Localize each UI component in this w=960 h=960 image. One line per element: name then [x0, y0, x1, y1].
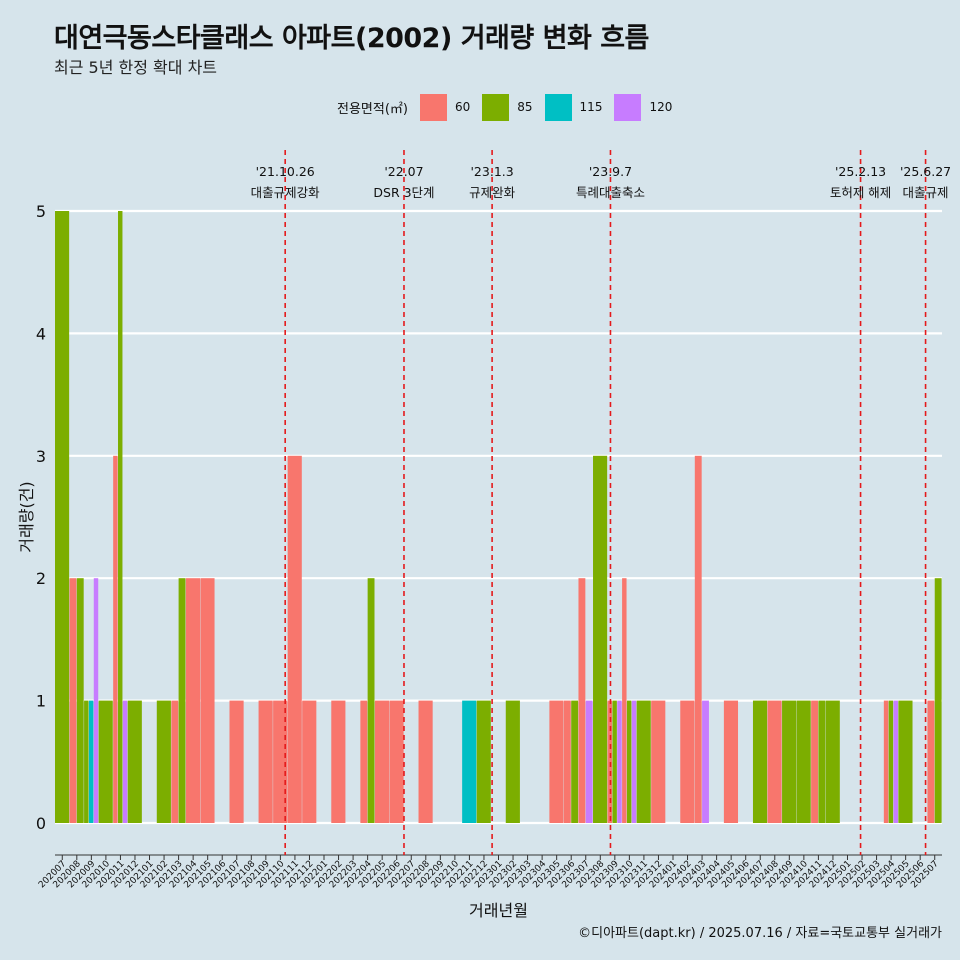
bar-202009-115 [88, 700, 94, 823]
event-date-label: '23.9.7 [589, 164, 632, 179]
chart-subtitle: 최근 5년 한정 확대 차트 [54, 58, 218, 77]
bar-202504-60 [883, 700, 889, 823]
event-name-label: 규제완화 [469, 185, 516, 200]
bar-202011-120 [122, 700, 128, 823]
bar-202402-60 [680, 700, 695, 823]
bar-202212-85 [476, 700, 491, 823]
bar-202409-85 [782, 700, 797, 823]
bar-202306-85 [571, 700, 579, 823]
bar-202107-60 [229, 700, 244, 823]
bar-202204-60 [360, 700, 368, 823]
legend-item-60: 60 [419, 93, 471, 121]
bar-202403-120 [702, 700, 709, 823]
legend-swatch-60 [419, 93, 447, 121]
legend-title: 전용면적(㎡) [337, 101, 408, 117]
bar-202307-60 [578, 578, 586, 823]
bar-202112-60 [302, 700, 317, 823]
bar-202309-120 [617, 700, 622, 823]
bar-202103-85 [178, 578, 186, 823]
x-axis-title: 거래년월 [469, 901, 528, 920]
event-name-label: 대출규제 [903, 185, 949, 200]
bar-202309-85 [612, 700, 617, 823]
event-name-label: 토허제 해제 [830, 185, 891, 200]
legend-item-120: 120 [614, 93, 673, 121]
bar-202307-120 [585, 700, 593, 823]
bar-202011-85 [118, 211, 123, 823]
y-axis-title: 거래량(건) [17, 481, 36, 552]
legend-swatch-85 [482, 93, 510, 121]
legend-label-85: 85 [517, 100, 533, 114]
bar-202507-85 [934, 578, 942, 823]
y-tick-label: 2 [36, 569, 46, 588]
bar-202305-60 [549, 700, 564, 823]
legend-swatch-115 [544, 93, 572, 121]
event-name-label: DSR 3단계 [373, 185, 434, 200]
bar-202007-85 [55, 211, 70, 823]
bar-202008-60 [69, 578, 77, 823]
legend: 전용면적(㎡) 60 85 115 120 [337, 93, 684, 121]
bar-202110-60 [273, 700, 288, 823]
bar-202507-60 [927, 700, 935, 823]
y-tick-label: 0 [36, 814, 46, 833]
bar-202310-120 [631, 700, 637, 823]
bar-202204-85 [367, 578, 375, 823]
bar-202411-60 [811, 700, 819, 823]
bar-202205-60 [374, 700, 390, 823]
bar-202009-120 [93, 578, 99, 823]
bar-202411-85 [818, 700, 826, 823]
bar-202504-85 [888, 700, 894, 823]
legend-swatch-120 [614, 93, 642, 121]
y-tick-label: 4 [36, 324, 46, 343]
bar-202206-60 [389, 700, 404, 823]
legend-label-120: 120 [649, 100, 673, 114]
event-name-label: 특례대출축소 [576, 185, 645, 200]
bar-202403-60 [694, 455, 702, 823]
bar-202405-60 [723, 700, 739, 823]
event-date-label: '21.10.26 [256, 164, 315, 179]
event-date-label: '25.2.13 [835, 164, 886, 179]
bar-202311-85 [636, 700, 651, 823]
y-tick-label: 3 [36, 447, 46, 466]
legend-label-115: 115 [579, 100, 603, 114]
bar-202208-60 [418, 700, 433, 823]
bar-202412-85 [825, 700, 840, 823]
bar-202008-85 [76, 578, 84, 823]
bar-202105-60 [200, 578, 215, 823]
bar-202111-60 [287, 455, 302, 823]
bar-202407-85 [752, 700, 768, 823]
bar-202505-85 [898, 700, 913, 823]
bar-202011-60 [113, 455, 118, 823]
bar-202104-60 [185, 578, 201, 823]
bar-202408-60 [767, 700, 782, 823]
legend-label-60: 60 [454, 100, 471, 114]
bar-202010-85 [98, 700, 113, 823]
bar-202012-85 [127, 700, 142, 823]
bar-202102-85 [156, 700, 171, 823]
chart-title: 대연극동스타클래스 아파트(2002) 거래량 변화 흐름 [54, 23, 649, 54]
bar-202109-60 [258, 700, 273, 823]
event-date-label: '22.07 [384, 164, 423, 179]
bar-202310-60 [622, 578, 627, 823]
y-tick-label: 1 [36, 692, 46, 711]
bar-202410-85 [796, 700, 811, 823]
bar-202308-85 [593, 455, 608, 823]
bar-202309-60 [607, 700, 613, 823]
event-name-label: 대출규제강화 [251, 185, 321, 200]
bar-202202-60 [331, 700, 346, 823]
bar-202312-60 [651, 700, 666, 823]
bar-202009-85 [84, 700, 89, 823]
bar-202103-60 [171, 700, 179, 823]
bar-202310-85 [626, 700, 632, 823]
bar-202306-60 [563, 700, 571, 823]
event-date-label: '25.6.27 [900, 164, 951, 179]
event-date-label: '23.1.3 [471, 164, 514, 179]
y-tick-label: 5 [36, 202, 46, 221]
bar-202211-115 [462, 700, 477, 823]
legend-item-85: 85 [482, 93, 533, 121]
bar-202504-120 [893, 700, 898, 823]
bar-202302-85 [505, 700, 520, 823]
legend-item-115: 115 [544, 93, 603, 121]
source-caption: ©디아파트(dapt.kr) / 2025.07.16 / 자료=국토교통부 실… [578, 926, 942, 941]
